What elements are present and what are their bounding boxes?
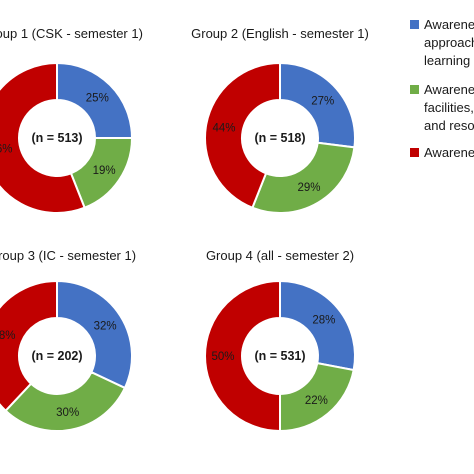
sample-size-label: (n = 518): [254, 131, 305, 145]
slice-percent-label: 44%: [212, 122, 235, 134]
legend-item-1: Awarene approach learning: [410, 17, 474, 68]
legend-label: learning: [424, 53, 470, 68]
donut-slice-1: [56, 279, 133, 390]
sample-size-label: (n = 513): [31, 131, 82, 145]
legend-item-2: Awarene facilities, and reso: [410, 82, 474, 133]
slice-percent-label: 27%: [311, 95, 334, 107]
sample-size-label: (n = 202): [31, 349, 82, 363]
donut-slice-1: [56, 61, 134, 139]
legend-swatch: [410, 20, 419, 29]
donut-slice-2: [4, 370, 127, 432]
legend: Awarene approach learning Awarene facilities…: [410, 17, 474, 160]
chart-title: Group 2 (English - semester 1): [191, 26, 369, 41]
legend-label: and reso: [424, 118, 474, 133]
slice-percent-label: 30%: [56, 407, 79, 419]
legend-swatch: [410, 85, 419, 94]
donut-slice-1: [279, 61, 356, 149]
legend-label: Awarene: [424, 17, 474, 32]
slice-percent-label: 38%: [0, 330, 16, 342]
chart-title: Group 1 (CSK - semester 1): [0, 26, 143, 41]
donut-slice-3: [0, 279, 58, 413]
donut-slice-1: [279, 279, 356, 372]
donut-chart-4: Group 4 (all - semester 2) 28% 22% 50% (n = …: [204, 248, 356, 433]
slice-percent-label: 28%: [312, 315, 335, 327]
chart-title: Group 4 (all - semester 2): [206, 248, 354, 263]
slice-percent-label: 25%: [86, 93, 109, 105]
donut-slice-3: [204, 279, 281, 433]
legend-label: Awarene: [424, 82, 474, 97]
donut-slice-2: [251, 141, 356, 214]
legend-item-3: Awarene: [410, 145, 474, 160]
chart-title: Group 3 (IC - semester 1): [0, 248, 136, 263]
legend-swatch: [410, 148, 419, 157]
slice-percent-label: 19%: [93, 165, 116, 177]
slice-percent-label: 56%: [0, 144, 13, 156]
donut-chart-2: Group 2 (English - semester 1) 27% 29% 44% (…: [191, 26, 369, 214]
slice-percent-label: 32%: [94, 320, 117, 332]
donut-chart-3: Group 3 (IC - semester 1) 32% 30% 38% (n = 2…: [0, 248, 136, 432]
legend-label: Awarene: [424, 145, 474, 160]
donut-slice-3: [0, 61, 86, 214]
slice-percent-label: 29%: [297, 182, 320, 194]
legend-label: facilities,: [424, 100, 474, 115]
donut-chart-1: Group 1 (CSK - semester 1) 25% 19% 56% (n = …: [0, 26, 143, 214]
sample-size-label: (n = 531): [254, 349, 305, 363]
slice-percent-label: 50%: [211, 351, 234, 363]
donut-slice-3: [204, 61, 281, 210]
slice-percent-label: 22%: [305, 395, 328, 407]
legend-label: approach: [424, 35, 474, 50]
